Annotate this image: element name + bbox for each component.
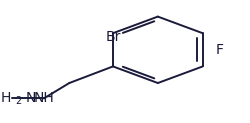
Text: H: H xyxy=(1,91,11,105)
Text: Br: Br xyxy=(105,30,121,44)
Text: NH: NH xyxy=(34,91,54,105)
Text: 2: 2 xyxy=(15,96,22,107)
Text: F: F xyxy=(216,43,224,57)
Text: N: N xyxy=(26,91,36,105)
